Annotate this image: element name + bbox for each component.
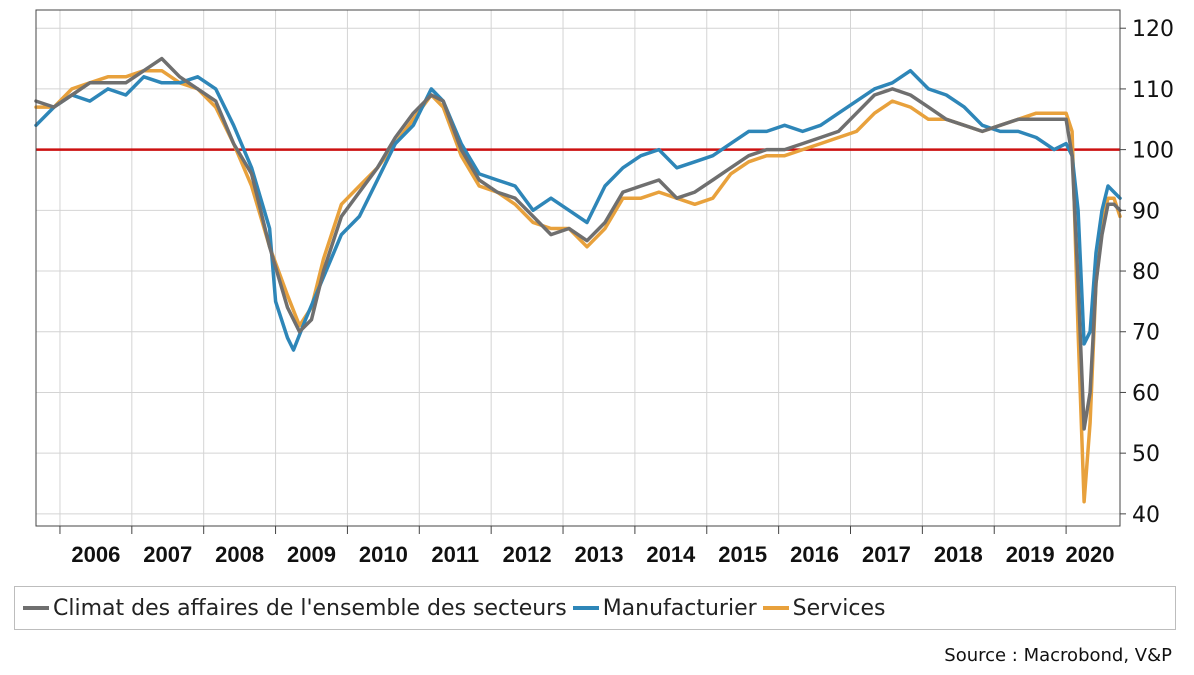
- x-tick-label: 2011: [431, 542, 479, 567]
- x-tick-label: 2009: [287, 542, 336, 567]
- y-tick-label: 100: [1132, 139, 1174, 164]
- source-note: Source : Macrobond, V&P: [944, 645, 1172, 666]
- y-tick-label: 40: [1132, 503, 1160, 528]
- y-tick-label: 50: [1132, 442, 1160, 467]
- plot-area: [36, 10, 1120, 526]
- series-line-2: [34, 68, 1122, 504]
- legend-item: Climat des affaires de l'ensemble des se…: [23, 596, 567, 621]
- y-tick-label: 120: [1132, 17, 1174, 42]
- legend-swatch: [572, 606, 599, 610]
- legend-label: Manufacturier: [602, 595, 757, 621]
- x-tick-label: 2013: [574, 542, 623, 567]
- y-tick-label: 60: [1132, 381, 1160, 406]
- x-tick-label: 2020: [1066, 542, 1115, 567]
- legend-swatch: [23, 606, 49, 610]
- series-lines: [34, 56, 1122, 504]
- legend-label: Services: [792, 595, 886, 621]
- y-tick-label: 90: [1132, 199, 1160, 224]
- y-tick-label: 80: [1132, 260, 1160, 285]
- x-tick-label: 2006: [71, 542, 120, 567]
- x-tick-label: 2012: [503, 542, 552, 567]
- chart-legend: Climat des affaires de l'ensemble des se…: [14, 586, 1176, 630]
- x-tick-label: 2014: [646, 542, 696, 567]
- legend-item: Services: [762, 595, 886, 621]
- x-tick-label: 2016: [790, 542, 839, 567]
- y-tick-label: 110: [1132, 78, 1174, 103]
- x-axis-ticks: 2006 2007 2008 2009 2010 2011 2012 2013 2014 2015…: [59, 526, 1115, 567]
- x-tick-label: 2019: [1006, 542, 1055, 567]
- y-tick-label: 70: [1132, 321, 1160, 346]
- x-tick-label: 2017: [862, 542, 911, 567]
- x-tick-label: 2008: [215, 542, 264, 567]
- legend-item: Manufacturier: [572, 595, 757, 621]
- legend-label: Climat des affaires de l'ensemble des se…: [53, 595, 567, 621]
- series-line-0: [34, 56, 1122, 431]
- x-tick-label: 2018: [934, 542, 983, 567]
- series-line-1: [34, 68, 1122, 352]
- y-axis-ticks: 40 50 60 70 80 90 100 110 120: [1120, 17, 1174, 528]
- legend-swatch: [762, 606, 789, 610]
- x-tick-label: 2015: [718, 542, 767, 567]
- x-tick-label: 2007: [143, 542, 192, 567]
- plot-frame: [35, 9, 1121, 527]
- x-tick-label: 2010: [359, 542, 408, 567]
